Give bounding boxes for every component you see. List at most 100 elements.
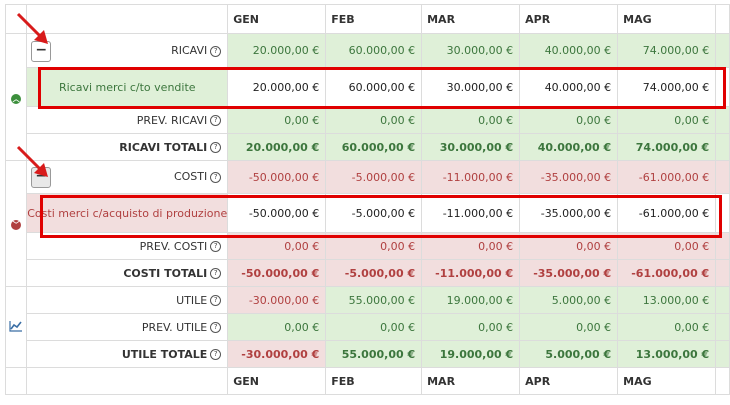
cell-prev-ricavi: 0,00 € bbox=[421, 106, 521, 134]
cell-prev-utile: 0,00 € bbox=[519, 313, 619, 341]
cell-utile-totale: 19.000,00 € bbox=[421, 340, 521, 368]
cell-ricavi-merci[interactable]: 74.000,00 € bbox=[617, 67, 717, 107]
help-icon[interactable]: ? bbox=[210, 115, 222, 126]
help-icon[interactable]: ? bbox=[210, 45, 222, 57]
row-utile-totale: UTILE TOTALE? -30.000,00 € 55.000,00 € 1… bbox=[6, 340, 730, 368]
cell-prev-costi: 0,00 € bbox=[227, 232, 327, 260]
cell-prev-utile: 0,00 € bbox=[325, 313, 423, 341]
line-chart-icon[interactable] bbox=[9, 320, 23, 332]
cell-prev-costi: 0,00 € bbox=[519, 232, 619, 260]
cell-partial bbox=[715, 106, 730, 134]
cell-costi-merci[interactable]: -61.000,00 € bbox=[617, 193, 717, 233]
cell-prev-utile: 0,00 € bbox=[227, 313, 327, 341]
row-label-costi-merci: Costi merci c/acquisto di produzione bbox=[26, 193, 229, 233]
row-label-utile: UTILE? bbox=[26, 286, 229, 314]
collapse-ricavi-button[interactable]: − bbox=[31, 41, 52, 62]
cell-costi-totali: -5.000,00 € bbox=[325, 259, 423, 287]
row-label-prev-ricavi: PREV. RICAVI? bbox=[26, 106, 229, 134]
row-label-ricavi: − RICAVI? bbox=[26, 33, 229, 68]
cell-ricavi-merci[interactable]: 30.000,00 € bbox=[421, 67, 521, 107]
header-label-cell bbox=[26, 4, 229, 34]
row-prev-costi: PREV. COSTI? 0,00 € 0,00 € 0,00 € 0,00 €… bbox=[6, 232, 730, 260]
row-label-prev-costi: PREV. COSTI? bbox=[26, 232, 229, 260]
collapse-costi-button[interactable]: − bbox=[31, 167, 52, 188]
cell-utile: -30.000,00 € bbox=[227, 286, 327, 314]
revenue-section-gutter: ︿ bbox=[4, 33, 28, 161]
header-row-bottom: GEN FEB MAR APR MAG bbox=[4, 367, 730, 395]
cell-ricavi-merci[interactable]: 60.000,00 € bbox=[325, 67, 423, 107]
help-icon[interactable]: ? bbox=[210, 349, 222, 360]
month-header[interactable]: MAR bbox=[421, 4, 521, 34]
row-ricavi-merci: Ricavi merci c/to vendite 20.000,00 € 60… bbox=[6, 67, 730, 107]
cell-prev-costi: 0,00 € bbox=[325, 232, 423, 260]
cell-utile-totale: 55.000,00 € bbox=[325, 340, 423, 368]
cost-section-gutter: ﹀ bbox=[4, 160, 28, 287]
cell-costi-merci[interactable]: -50.000,00 € bbox=[227, 193, 327, 233]
header-gutter bbox=[4, 4, 28, 34]
cell-costi-merci[interactable]: -5.000,00 € bbox=[325, 193, 423, 233]
cell-costi: -50.000,00 € bbox=[227, 160, 327, 194]
month-header[interactable]: MAG bbox=[617, 4, 717, 34]
cell-ricavi-totali: 74.000,00 € bbox=[617, 133, 717, 161]
cell-ricavi-totali: 40.000,00 € bbox=[519, 133, 619, 161]
cell-utile-totale: 13.000,00 € bbox=[617, 340, 717, 368]
row-label-ricavi-merci: Ricavi merci c/to vendite bbox=[26, 67, 229, 107]
help-icon[interactable]: ? bbox=[210, 268, 222, 279]
cell-costi-totali: -50.000,00 € bbox=[227, 259, 327, 287]
month-header[interactable]: GEN bbox=[227, 4, 327, 34]
cell-ricavi: 40.000,00 € bbox=[519, 33, 619, 68]
row-costi-merci: Costi merci c/acquisto di produzione -50… bbox=[6, 193, 730, 233]
month-footer[interactable]: APR bbox=[519, 367, 619, 395]
help-icon[interactable]: ? bbox=[210, 322, 222, 333]
row-prev-utile: PREV. UTILE? 0,00 € 0,00 € 0,00 € 0,00 €… bbox=[6, 313, 730, 341]
cell-partial bbox=[715, 33, 730, 68]
cell-partial bbox=[715, 133, 730, 161]
cell-ricavi-totali: 20.000,00 € bbox=[227, 133, 327, 161]
cell-ricavi-totali: 60.000,00 € bbox=[325, 133, 423, 161]
help-icon[interactable]: ? bbox=[210, 295, 222, 306]
row-ricavi: ︿ − RICAVI? 20.000,00 € 60.000,00 € 30.0… bbox=[4, 33, 730, 161]
cell-costi-merci[interactable]: -35.000,00 € bbox=[519, 193, 619, 233]
cell-partial bbox=[715, 259, 730, 287]
month-header[interactable]: APR bbox=[519, 4, 619, 34]
cell-costi: -5.000,00 € bbox=[325, 160, 423, 194]
row-costi-totali: COSTI TOTALI? -50.000,00 € -5.000,00 € -… bbox=[6, 259, 730, 287]
help-icon[interactable]: ? bbox=[210, 171, 222, 183]
cell-partial bbox=[715, 286, 730, 314]
profit-section-gutter bbox=[4, 286, 28, 368]
cell-partial bbox=[715, 160, 730, 194]
cell-partial bbox=[715, 340, 730, 368]
cell-utile: 55.000,00 € bbox=[325, 286, 423, 314]
month-footer[interactable]: GEN bbox=[227, 367, 327, 395]
cell-partial bbox=[715, 67, 730, 107]
footer-gutter bbox=[4, 367, 28, 395]
cell-costi-totali: -35.000,00 € bbox=[519, 259, 619, 287]
help-icon[interactable]: ? bbox=[210, 142, 222, 153]
row-label-costi: − COSTI? bbox=[26, 160, 229, 194]
cell-utile: 13.000,00 € bbox=[617, 286, 717, 314]
month-footer[interactable]: MAR bbox=[421, 367, 521, 395]
cell-prev-costi: 0,00 € bbox=[617, 232, 717, 260]
month-footer[interactable]: FEB bbox=[325, 367, 423, 395]
cell-partial bbox=[715, 313, 730, 341]
row-costi: ﹀ − COSTI? -50.000,00 € -5.000,00 € -11.… bbox=[4, 160, 730, 287]
cell-ricavi-merci[interactable]: 40.000,00 € bbox=[519, 67, 619, 107]
cell-ricavi: 74.000,00 € bbox=[617, 33, 717, 68]
cell-costi-merci[interactable]: -11.000,00 € bbox=[421, 193, 521, 233]
cell-prev-utile: 0,00 € bbox=[617, 313, 717, 341]
cell-prev-utile: 0,00 € bbox=[421, 313, 521, 341]
cell-utile: 5.000,00 € bbox=[519, 286, 619, 314]
cell-ricavi-merci[interactable]: 20.000,00 € bbox=[227, 67, 327, 107]
cell-costi: -61.000,00 € bbox=[617, 160, 717, 194]
cell-ricavi: 20.000,00 € bbox=[227, 33, 327, 68]
cell-costi-totali: -61.000,00 € bbox=[617, 259, 717, 287]
cell-prev-ricavi: 0,00 € bbox=[617, 106, 717, 134]
month-footer-partial bbox=[715, 367, 730, 395]
help-icon[interactable]: ? bbox=[210, 241, 222, 252]
chevron-down-circle-icon[interactable]: ﹀ bbox=[11, 220, 22, 230]
month-header[interactable]: FEB bbox=[325, 4, 423, 34]
month-footer[interactable]: MAG bbox=[617, 367, 717, 395]
chevron-up-circle-icon[interactable]: ︿ bbox=[11, 93, 22, 104]
row-label-costi-totali: COSTI TOTALI? bbox=[26, 259, 229, 287]
